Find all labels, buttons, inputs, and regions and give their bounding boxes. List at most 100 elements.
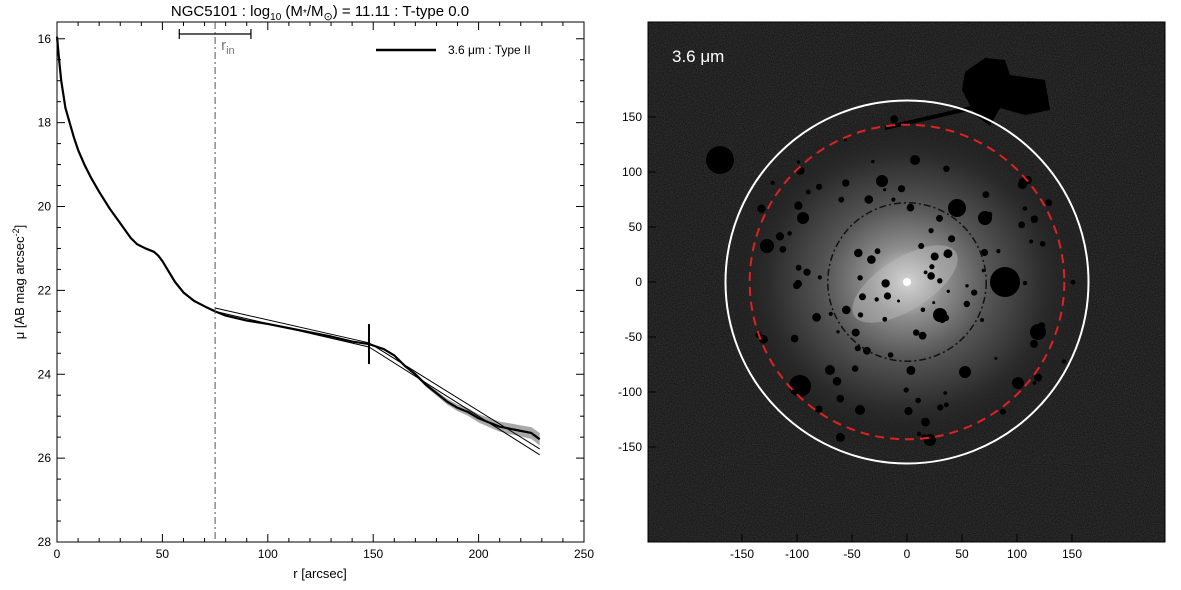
image-y-tick-label: 100: [622, 165, 642, 179]
mask-spot: [803, 268, 811, 276]
mask-spot: [832, 377, 842, 386]
mask-spot: [920, 307, 926, 313]
mask-spot: [918, 331, 927, 340]
mask-spot: [842, 305, 851, 315]
galaxy-image: [648, 22, 1165, 542]
mask-spot: [946, 289, 950, 293]
mask-spot: [836, 394, 845, 403]
mask-spot: [805, 189, 811, 195]
mask-spot: [883, 292, 892, 300]
mask-spot: [859, 293, 866, 301]
mask-spot: [1017, 180, 1027, 190]
mask-spot: [1032, 381, 1037, 385]
mask-spot: [759, 334, 768, 344]
mask-spot: [1045, 199, 1053, 207]
mask-blob: [990, 267, 1020, 297]
legend: 3.6 μm : Type II: [376, 43, 531, 57]
y-tick-label: 16: [38, 32, 52, 46]
mask-spot: [943, 165, 950, 172]
mask-spot: [923, 270, 928, 275]
mask-spot: [1000, 408, 1006, 415]
profile-axes: 0 50 100 150 200 250 16 18 20 22 24 26 28: [38, 22, 594, 561]
mask-spot: [937, 278, 943, 284]
mask-spot: [787, 231, 792, 236]
mask-spot: [797, 160, 801, 164]
profile-panel: NGC5101 : log10 (M*/M⊙) = 11.11 : T-type…: [11, 3, 594, 581]
masked-star-top-right: [962, 58, 1050, 126]
mask-spot: [775, 232, 785, 241]
image-y-tick-label: 0: [635, 275, 642, 289]
mask-spot: [857, 275, 863, 281]
aperture-circles: [724, 99, 1090, 465]
mask-spot: [864, 195, 874, 204]
mask-spot: [854, 345, 861, 352]
mask-spot: [1022, 280, 1028, 286]
x-tick-label: 0: [54, 547, 61, 561]
mask-blob: [825, 365, 835, 375]
mask-spot: [915, 397, 921, 404]
x-tick-label: 100: [258, 547, 278, 561]
mask-spot: [1039, 241, 1046, 247]
legend-label: 3.6 μm : Type II: [448, 43, 531, 57]
profile-plot-frame: [56, 21, 585, 543]
image-band-label: 3.6 μm: [672, 47, 724, 66]
image-x-tick-label: -100: [785, 547, 809, 561]
mask-spot: [943, 391, 948, 395]
mask-spot: [929, 264, 935, 270]
mask-blob: [959, 366, 971, 378]
mask-spot: [779, 246, 787, 253]
mask-spot: [815, 405, 823, 413]
mask-spot: [842, 179, 850, 187]
mask-spot: [851, 328, 860, 337]
image-x-tick-label: 150: [1062, 547, 1082, 561]
mask-spot: [981, 268, 986, 273]
error-band: [368, 343, 540, 446]
mask-spot: [996, 249, 1001, 254]
y-axis-label: μ [AB mag arcsec-2]: [11, 225, 27, 340]
mask-spot: [916, 431, 922, 437]
mask-spot: [906, 365, 916, 375]
break-radius-circle: [748, 123, 1066, 441]
mask-blob: [948, 199, 966, 217]
mask-spot: [891, 197, 896, 202]
image-panel: -150 -100 -50 0 50 100 150150100500-50-100-150…: [618, 21, 1166, 561]
mask-spot: [791, 389, 796, 394]
mask-spot: [897, 185, 906, 193]
mask-blob: [760, 239, 774, 253]
mask-spot: [1061, 359, 1067, 364]
mask-spot: [817, 275, 822, 280]
mask-spot: [871, 159, 875, 164]
mask-spot: [948, 235, 956, 243]
mask-spot: [904, 407, 913, 416]
profile-markers: rin: [178, 22, 370, 542]
x-tick-label: 150: [363, 547, 383, 561]
y-tick-label: 24: [38, 367, 52, 381]
mask-spot: [936, 214, 943, 222]
mask-spot: [927, 272, 935, 280]
mask-spot: [874, 297, 879, 302]
mask-spot: [980, 248, 989, 257]
mask-spot: [1030, 215, 1039, 224]
mask-spot: [1029, 239, 1034, 244]
x-tick-label: 200: [469, 547, 489, 561]
mask-blob: [1012, 377, 1024, 389]
y-tick-label: 26: [38, 451, 52, 465]
mask-blob: [789, 375, 811, 397]
mask-spot: [812, 312, 821, 322]
mask-spot: [795, 264, 802, 271]
y-tick-label: 28: [38, 535, 52, 549]
mask-spot: [1018, 221, 1025, 229]
mask-spot: [928, 228, 934, 234]
x-axis-label: r [arcsec]: [293, 566, 346, 581]
image-x-tick-label: -150: [730, 547, 754, 561]
image-x-tick-label: 0: [904, 547, 911, 561]
mask-spot: [874, 248, 881, 255]
mask-spot: [883, 188, 887, 192]
mask-spot: [793, 281, 801, 290]
mask-spot: [1038, 322, 1046, 330]
mask-spot: [854, 248, 863, 258]
chart-title: NGC5101 : log10 (M*/M⊙) = 11.11 : T-type…: [171, 3, 469, 23]
mask-spot: [943, 252, 948, 257]
mask-blob: [797, 212, 809, 224]
